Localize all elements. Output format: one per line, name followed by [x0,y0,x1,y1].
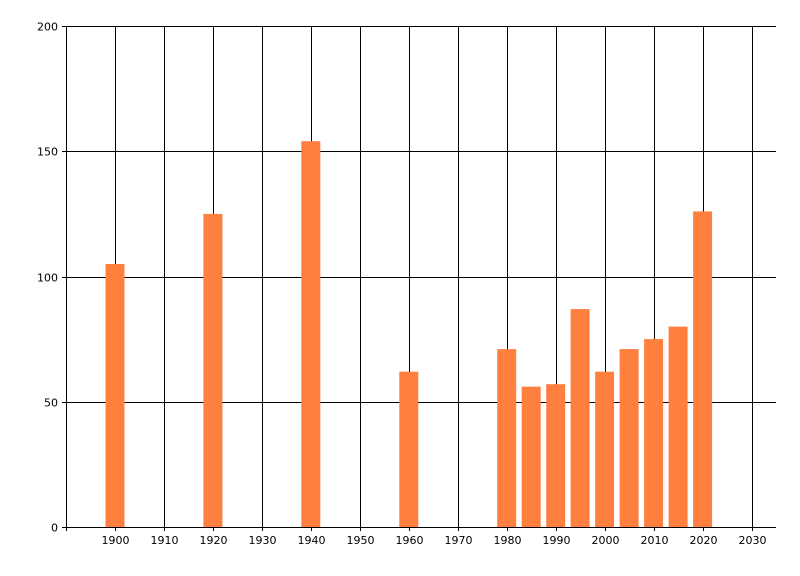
x-tick-label-1900: 1900 [102,534,130,547]
y-tick-label-50: 50 [44,397,58,410]
bar-2015 [668,326,688,527]
x-tick-label-1960: 1960 [396,534,424,547]
bar-2005 [619,349,639,527]
bar-2010 [644,339,664,527]
x-tick-label-2010: 2010 [641,534,669,547]
bar-1995 [570,309,590,527]
bars [105,141,713,527]
bar-1900 [105,264,125,527]
x-tick-label-2030: 2030 [739,534,767,547]
y-tick-labels: 0 50 100 150 200 [37,21,58,535]
y-tick-label-100: 100 [37,272,58,285]
bar-2020 [693,211,713,527]
x-tick-label-1990: 1990 [543,534,571,547]
y-tick-label-150: 150 [37,146,58,159]
x-tick-label-2020: 2020 [690,534,718,547]
x-tick-label-1980: 1980 [494,534,522,547]
bar-2000 [595,371,615,527]
y-tick-label-0: 0 [51,522,58,535]
bar-1985 [521,386,541,527]
x-tick-label-1920: 1920 [200,534,228,547]
bar-1920 [203,213,223,527]
x-tick-labels: 1900 1910 1920 1930 1940 1950 1960 1970 1980 1990… [102,534,767,547]
x-tick-label-2000: 2000 [592,534,620,547]
x-tick-label-1930: 1930 [249,534,277,547]
bar-1960 [399,371,419,527]
x-tick-label-1970: 1970 [445,534,473,547]
x-tick-label-1940: 1940 [298,534,326,547]
y-tick-label-200: 200 [37,21,58,34]
x-tick-label-1910: 1910 [151,534,179,547]
bar-1990 [546,384,566,527]
axes [62,26,776,531]
bar-1940 [301,141,321,527]
x-tick-label-1950: 1950 [347,534,375,547]
bar-1980 [497,349,517,527]
